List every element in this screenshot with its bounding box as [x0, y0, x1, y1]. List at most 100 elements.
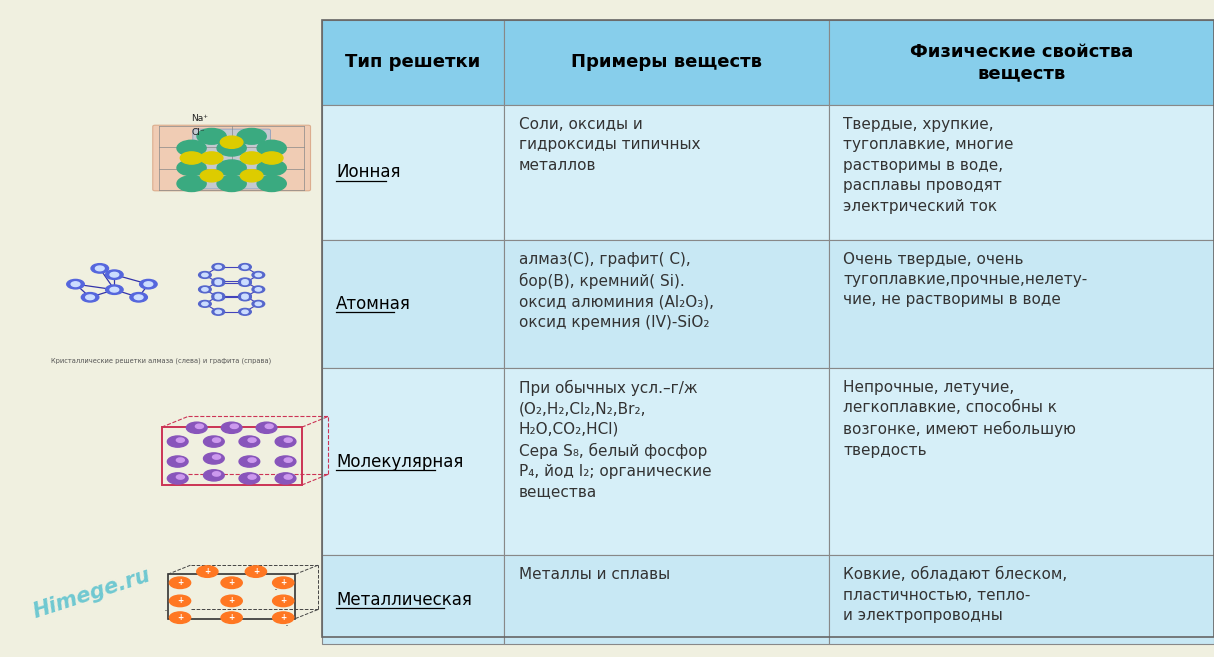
Circle shape	[215, 294, 221, 298]
Circle shape	[221, 136, 243, 148]
Circle shape	[199, 300, 211, 307]
Bar	[504, 240, 829, 368]
Bar	[829, 240, 1214, 368]
Bar	[829, 555, 1214, 644]
Text: Кристаллические решетки алмаза (слева) и графита (справа): Кристаллические решетки алмаза (слева) и…	[51, 357, 271, 364]
Circle shape	[168, 436, 188, 447]
Bar	[504, 20, 829, 105]
Circle shape	[176, 458, 185, 463]
Text: Ионная: Ионная	[336, 164, 401, 181]
Bar	[504, 105, 829, 240]
Circle shape	[273, 612, 294, 623]
Circle shape	[255, 273, 261, 277]
Circle shape	[212, 455, 221, 459]
Text: ·: ·	[284, 620, 288, 633]
Circle shape	[177, 140, 206, 156]
Circle shape	[106, 270, 123, 279]
Circle shape	[240, 170, 263, 182]
Circle shape	[273, 577, 294, 589]
Circle shape	[253, 271, 265, 279]
Circle shape	[245, 566, 267, 578]
Circle shape	[239, 456, 260, 467]
Circle shape	[212, 292, 225, 300]
Circle shape	[256, 422, 277, 434]
Text: +: +	[204, 567, 210, 576]
Circle shape	[239, 473, 260, 484]
Text: Очень твердые, очень
тугоплавкие,прочные,нелету-
чие, не растворимы в воде: Очень твердые, очень тугоплавкие,прочные…	[844, 252, 1088, 307]
Text: Примеры веществ: Примеры веществ	[571, 53, 762, 72]
Circle shape	[255, 288, 261, 291]
Circle shape	[215, 310, 221, 313]
Circle shape	[248, 438, 256, 442]
Circle shape	[239, 263, 251, 271]
Text: Металлическая: Металлическая	[336, 591, 472, 608]
Bar	[829, 105, 1214, 240]
Circle shape	[212, 308, 225, 315]
Circle shape	[67, 279, 84, 289]
Circle shape	[284, 475, 293, 479]
Circle shape	[168, 456, 188, 467]
Circle shape	[72, 282, 80, 286]
Circle shape	[212, 472, 221, 476]
Text: +: +	[177, 597, 183, 605]
Circle shape	[170, 612, 191, 623]
Circle shape	[242, 294, 248, 298]
Circle shape	[170, 595, 191, 606]
Text: +: +	[228, 613, 234, 622]
Circle shape	[242, 296, 248, 299]
Circle shape	[276, 456, 296, 467]
Text: Физические свойства
веществ: Физические свойства веществ	[909, 43, 1133, 82]
Bar	[322, 20, 504, 105]
Text: Na⁺: Na⁺	[192, 114, 209, 123]
Circle shape	[170, 577, 191, 589]
Text: +: +	[280, 578, 287, 587]
Circle shape	[255, 302, 261, 306]
Bar	[322, 555, 504, 644]
Bar	[829, 20, 1214, 105]
Circle shape	[257, 176, 287, 192]
Text: ·: ·	[219, 614, 222, 627]
Circle shape	[135, 295, 143, 300]
Circle shape	[261, 152, 283, 164]
Circle shape	[215, 281, 221, 284]
Circle shape	[204, 453, 225, 464]
Circle shape	[221, 612, 243, 623]
Circle shape	[110, 273, 119, 277]
Circle shape	[257, 140, 287, 156]
Circle shape	[144, 282, 153, 286]
Text: Молекулярная: Молекулярная	[336, 453, 464, 470]
Text: Атомная: Атомная	[336, 295, 412, 313]
Circle shape	[212, 279, 225, 286]
Text: +: +	[177, 613, 183, 622]
Circle shape	[217, 160, 246, 176]
Text: +: +	[228, 597, 234, 605]
Circle shape	[265, 424, 273, 428]
Circle shape	[176, 438, 185, 442]
Circle shape	[217, 176, 246, 192]
Circle shape	[91, 263, 108, 273]
Bar	[829, 368, 1214, 555]
Bar	[504, 368, 829, 555]
Circle shape	[239, 294, 251, 301]
Circle shape	[202, 273, 208, 277]
Circle shape	[215, 280, 221, 283]
Circle shape	[200, 152, 223, 164]
Circle shape	[221, 577, 243, 589]
Circle shape	[215, 265, 221, 269]
Circle shape	[197, 128, 226, 145]
Bar	[168, 574, 295, 619]
Circle shape	[180, 152, 203, 164]
Circle shape	[200, 170, 223, 182]
Circle shape	[231, 424, 238, 428]
FancyBboxPatch shape	[153, 125, 311, 191]
Text: ·: ·	[164, 605, 168, 618]
Circle shape	[177, 176, 206, 192]
Text: Соли, оксиды и
гидроксиды типичных
металлов: Соли, оксиды и гидроксиды типичных метал…	[518, 117, 700, 173]
Circle shape	[212, 278, 225, 285]
Circle shape	[242, 281, 248, 284]
Circle shape	[202, 288, 208, 291]
Circle shape	[212, 438, 221, 442]
Circle shape	[276, 436, 296, 447]
Circle shape	[242, 310, 248, 313]
Circle shape	[239, 278, 251, 285]
